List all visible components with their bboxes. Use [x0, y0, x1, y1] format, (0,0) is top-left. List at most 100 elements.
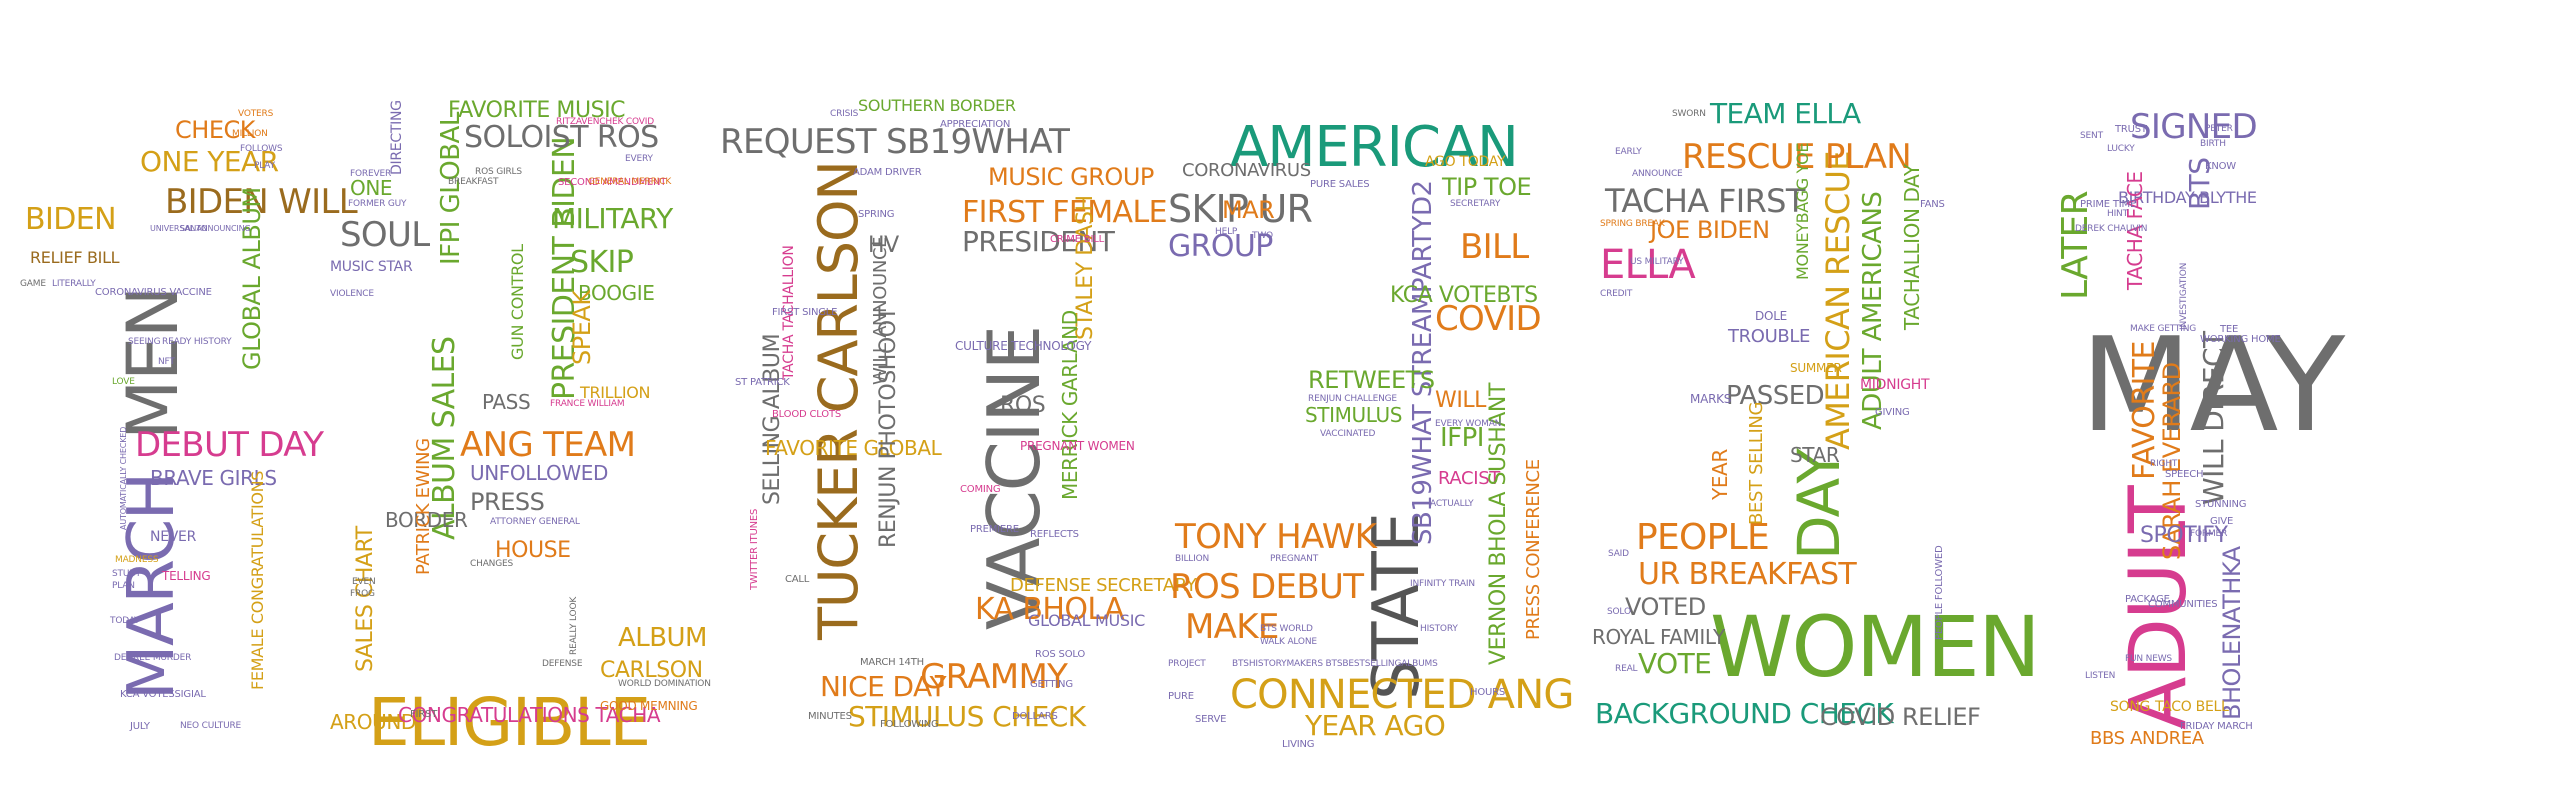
- cloud-word: GIVING: [1875, 407, 1910, 418]
- cloud-word: REAL: [1615, 664, 1638, 674]
- cloud-word: APPRECIATION: [940, 119, 1011, 130]
- cloud-word: CARLSON: [600, 658, 703, 683]
- cloud-word: LOVE: [112, 377, 135, 387]
- cloud-word: MINUTES: [808, 711, 852, 722]
- cloud-word: CALL: [785, 574, 810, 585]
- cloud-word: US MILITARY: [1630, 257, 1684, 267]
- cloud-word: FUN NEWS: [2125, 654, 2172, 664]
- cloud-word: AGO TODAY: [1425, 154, 1506, 170]
- cloud-word: GROUP: [1168, 229, 1273, 264]
- cloud-word: TIP TOE: [1442, 173, 1532, 201]
- cloud-word: DEBUT DAY: [135, 425, 324, 465]
- cloud-word: SPEECH: [2165, 469, 2204, 480]
- cloud-word: KCA VOTEBTS: [1390, 283, 1538, 308]
- cloud-word: DEREK CHAUVIN: [2075, 224, 2148, 234]
- cloud-word: DEFENSE SECRETARY: [1010, 575, 1197, 596]
- cloud-word: PLAY: [254, 161, 275, 171]
- cloud-word: INVESTIGATION: [2179, 262, 2189, 330]
- cloud-word: MARKS: [1690, 392, 1732, 406]
- cloud-word: HV: [868, 233, 899, 258]
- cloud-word: ATTORNEY GENERAL: [490, 517, 580, 527]
- cloud-word: TONY HAWK: [1175, 517, 1377, 557]
- cloud-word: SEEING: [128, 337, 161, 347]
- cloud-word: PASSED: [1726, 381, 1825, 411]
- cloud-word: WORKING HOME: [2200, 334, 2281, 345]
- cloud-word: RACIST: [1438, 468, 1500, 489]
- cloud-word: SPOTIFY: [2140, 523, 2228, 548]
- cloud-word: DOLLARS: [1012, 711, 1058, 722]
- cloud-word: IFPI: [1440, 423, 1484, 453]
- cloud-word: BREAKFAST: [448, 177, 499, 187]
- cloud-word: BTS WORLD: [1260, 624, 1313, 634]
- cloud-word: JOE BIDEN: [1650, 216, 1770, 244]
- cloud-word: MARCH 14TH: [860, 657, 924, 668]
- cloud-word: TODAY: [110, 616, 140, 626]
- cloud-word: CULTURE TECHNOLOGY: [955, 339, 1092, 353]
- cloud-word: LITERALLY: [52, 279, 96, 289]
- cloud-word: PASS: [482, 390, 531, 414]
- cloud-word: BIDEN: [25, 202, 117, 237]
- cloud-word: MUSIC STAR: [330, 259, 413, 275]
- cloud-word: STAR: [1790, 443, 1840, 467]
- cloud-word: WILL DIRECT: [2197, 331, 2230, 505]
- cloud-word: FOLLOWS: [240, 144, 283, 154]
- cloud-word: PRESIDENT: [962, 225, 1115, 258]
- cloud-word: REQUEST SB19WHAT: [720, 122, 1070, 162]
- cloud-word: VOTE: [1638, 647, 1712, 680]
- cloud-word: SECOND AMENDMENT: [558, 177, 667, 188]
- cloud-word: NFT: [158, 357, 175, 367]
- cloud-word: SKIP UR: [1168, 187, 1313, 231]
- cloud-word: PACKAGE: [2125, 594, 2170, 605]
- cloud-word: EVEN: [352, 577, 376, 587]
- cloud-word: STIMULUS CHECK: [848, 700, 1086, 733]
- cloud-word: BIDEN WILL: [165, 182, 358, 222]
- cloud-word: HOUSE: [495, 538, 571, 563]
- cloud-word: JULY: [130, 721, 150, 732]
- cloud-word: MUSIC GROUP: [988, 163, 1154, 191]
- cloud-word: PETER: [2205, 124, 2233, 134]
- cloud-word: MILITARY: [552, 202, 673, 235]
- cloud-word: ROS: [1000, 393, 1046, 418]
- cloud-word: RETWEETS: [1308, 366, 1435, 394]
- cloud-word: HISTORY: [1420, 624, 1458, 634]
- cloud-word: TROUBLE: [1728, 326, 1811, 347]
- cloud-word: BILLION: [1175, 554, 1210, 564]
- cloud-word: SOLO: [1607, 607, 1631, 617]
- cloud-word: WORLD DOMINATION: [618, 679, 711, 689]
- cloud-word: ROS DEBUT: [1170, 567, 1364, 607]
- cloud-word: WALK ALONE: [1260, 637, 1317, 647]
- cloud-word: AMERICAN: [1230, 115, 1519, 180]
- cloud-word: LIVING: [1282, 739, 1315, 750]
- cloud-word: TEAM ELLA: [1710, 97, 1861, 130]
- cloud-word: PLAN: [112, 581, 135, 591]
- cloud-word: GENERAL MERRICK: [588, 177, 672, 187]
- cloud-word: ROS GIRLS: [475, 167, 522, 177]
- cloud-word: FRANCE WILLIAM: [550, 399, 625, 409]
- cloud-word: ELLA: [1600, 242, 1696, 288]
- cloud-word: SECRETARY: [1450, 199, 1501, 209]
- cloud-word: RENJUN CHALLENGE: [1308, 394, 1397, 404]
- cloud-word: UR BREAKFAST: [1638, 557, 1857, 592]
- cloud-word: TRUST: [2115, 124, 2147, 135]
- cloud-word: KNOW: [2205, 161, 2236, 172]
- cloud-word: PRIME TIME: [2080, 199, 2137, 210]
- cloud-word: LUCKY: [2107, 144, 2135, 154]
- cloud-word: PURE: [1168, 691, 1194, 702]
- cloud-word: STUDY: [112, 569, 141, 579]
- cloud-word: FOLLOWING: [880, 719, 939, 730]
- cloud-word: SOUTHERN BORDER: [858, 96, 1016, 115]
- cloud-word: DEFENSE: [542, 659, 583, 669]
- cloud-word: VOTED: [1625, 593, 1706, 621]
- cloud-word: INFINITY TRAIN: [1410, 579, 1475, 589]
- cloud-word: ALBUM: [618, 623, 708, 653]
- cloud-word: VIOLENCE: [330, 289, 374, 299]
- cloud-word: BOOGIE: [578, 281, 655, 305]
- cloud-word: CRISIS: [830, 109, 859, 119]
- cloud-word: SOLOIST ROS: [464, 120, 659, 155]
- cloud-word: KCA VOTESSIGIAL: [120, 689, 206, 700]
- cloud-word: COMMUNITIES: [2148, 599, 2218, 610]
- cloud-word: RITZAVENCHEK COVID: [556, 117, 654, 127]
